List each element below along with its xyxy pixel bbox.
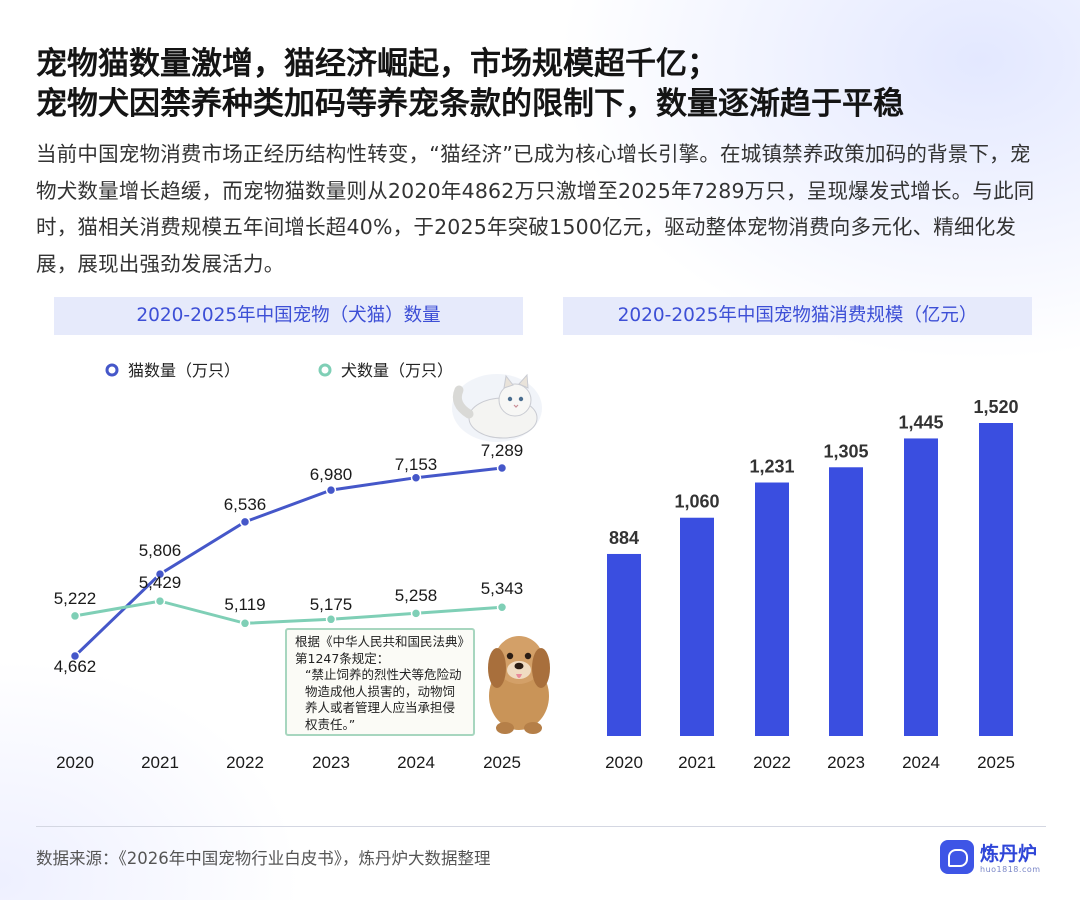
- page-title: 宠物猫数量激增，猫经济崛起，市场规模超千亿； 宠物犬因禁养种类加码等养宠条款的限…: [36, 44, 1046, 124]
- bar: [979, 423, 1013, 736]
- law-annotation-box: 根据《中华人民共和国民法典》第1247条规定： “禁止饲养的烈性犬等危险动物造成…: [285, 628, 475, 736]
- cat-data-label: 4,662: [54, 657, 97, 676]
- cat-data-label: 6,980: [310, 465, 353, 484]
- dog-line: [74, 599, 503, 625]
- dog-point: [154, 595, 166, 607]
- bar-x-tick: 2024: [902, 753, 940, 772]
- cat-point: [496, 462, 508, 474]
- line-chart-legend: 猫数量（万只） 犬数量（万只）: [105, 362, 453, 380]
- line-x-tick: 2025: [483, 753, 521, 772]
- line-x-tick: 2023: [312, 753, 350, 772]
- bar-data-label: 1,445: [898, 412, 943, 432]
- cat-data-label: 7,153: [395, 455, 438, 474]
- dog-data-label: 5,343: [481, 579, 524, 598]
- legend-marker: [105, 363, 119, 377]
- logo-url: huo1818.com: [980, 865, 1041, 874]
- bar-data-label: 1,231: [749, 457, 794, 477]
- dog-illustration: [488, 636, 550, 734]
- bar-data-label: 1,060: [674, 492, 719, 512]
- cat-point: [239, 516, 251, 528]
- law-body: “禁止饲养的烈性犬等危险动物造成他人损害的，动物饲养人或者管理人应当承担侵权责任…: [305, 667, 462, 732]
- legend-item-dog: 犬数量（万只）: [318, 362, 453, 380]
- bar: [755, 482, 789, 736]
- law-title: 根据《中华人民共和国民法典》第1247条规定：: [295, 634, 464, 666]
- bar-x-tick: 2023: [827, 753, 865, 772]
- title-line-2: 宠物犬因禁养种类加码等养宠条款的限制下，数量逐渐趋于平稳: [36, 86, 904, 122]
- legend-marker: [318, 363, 332, 377]
- dog-point: [410, 608, 422, 619]
- cat-point: [410, 472, 422, 483]
- cat-point: [69, 650, 81, 662]
- dog-data-label: 5,175: [310, 595, 353, 614]
- bar-x-tick: 2025: [977, 753, 1015, 772]
- legend-label: 猫数量（万只）: [128, 362, 240, 380]
- cat-data-label: 5,806: [139, 541, 182, 560]
- dog-data-label: 5,258: [395, 586, 438, 605]
- line-x-tick: 2021: [141, 753, 179, 772]
- dog-point: [239, 618, 251, 629]
- line-x-tick: 2024: [397, 753, 435, 772]
- cat-point: [325, 484, 337, 496]
- bar-chart-title: 2020-2025年中国宠物猫消费规模（亿元）: [563, 297, 1032, 335]
- bar: [829, 467, 863, 736]
- logo-icon: [940, 840, 974, 874]
- cat-line: [73, 466, 503, 658]
- dog-point: [325, 614, 337, 625]
- footer-divider: [36, 826, 1046, 827]
- title-line-1: 宠物猫数量激增，猫经济崛起，市场规模超千亿；: [36, 46, 718, 82]
- bar-data-label: 1,520: [973, 397, 1018, 417]
- dog-data-label: 5,429: [139, 573, 182, 592]
- cat-illustration: [452, 373, 542, 442]
- dog-data-label: 5,222: [54, 589, 97, 608]
- bar: [680, 517, 714, 736]
- line-x-tick: 2020: [56, 753, 94, 772]
- bar-x-tick: 2022: [753, 753, 791, 772]
- dog-data-label: 5,119: [224, 595, 265, 614]
- legend-label: 犬数量（万只）: [341, 362, 453, 380]
- legend-item-cat: 猫数量（万只）: [105, 362, 240, 380]
- bar: [607, 553, 641, 736]
- bar-x-tick: 2021: [678, 753, 716, 772]
- line-x-tick: 2022: [226, 753, 264, 772]
- bar: [904, 438, 938, 736]
- brand-logo: 炼丹炉 huo1818.com: [940, 838, 1050, 880]
- logo-name: 炼丹炉: [980, 843, 1038, 865]
- bar-data-label: 884: [609, 528, 639, 548]
- line-chart-title: 2020-2025年中国宠物（犬猫）数量: [54, 297, 523, 335]
- data-source: 数据来源：《2026年中国宠物行业白皮书》，炼丹炉大数据整理: [36, 849, 491, 868]
- dog-point: [496, 602, 508, 613]
- description: 当前中国宠物消费市场正经历结构性转变，“猫经济”已成为核心增长引擎。在城镇禁养政…: [36, 142, 1035, 276]
- bar-data-label: 1,305: [823, 441, 868, 461]
- cat-point: [154, 568, 166, 580]
- bar-x-tick: 2020: [605, 753, 643, 772]
- cat-data-label: 7,289: [481, 441, 524, 460]
- dog-point: [69, 610, 81, 622]
- cat-data-label: 6,536: [224, 495, 267, 514]
